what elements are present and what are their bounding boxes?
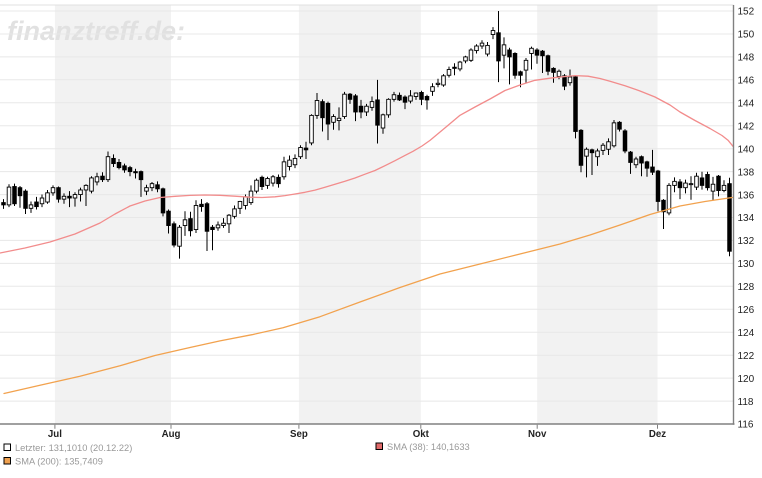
svg-text:Okt: Okt bbox=[413, 429, 430, 440]
svg-text:Letzter: 131,1010 (20.12.22): Letzter: 131,1010 (20.12.22) bbox=[15, 443, 132, 453]
svg-text:144: 144 bbox=[738, 99, 755, 110]
svg-text:finanztreff.de:: finanztreff.de: bbox=[7, 16, 185, 46]
svg-text:138: 138 bbox=[738, 167, 755, 178]
svg-text:132: 132 bbox=[738, 236, 755, 247]
svg-text:Aug: Aug bbox=[162, 429, 181, 440]
svg-text:116: 116 bbox=[738, 420, 754, 431]
svg-text:SMA (38): 140,1633: SMA (38): 140,1633 bbox=[387, 442, 470, 452]
svg-text:Nov: Nov bbox=[528, 429, 547, 440]
svg-text:SMA (200): 135,7409: SMA (200): 135,7409 bbox=[15, 457, 103, 467]
svg-text:146: 146 bbox=[738, 76, 755, 87]
svg-text:130: 130 bbox=[738, 259, 755, 270]
svg-text:Sep: Sep bbox=[290, 429, 308, 440]
svg-text:118: 118 bbox=[738, 397, 754, 408]
svg-text:148: 148 bbox=[738, 53, 755, 64]
svg-text:128: 128 bbox=[738, 282, 755, 293]
svg-text:Jul: Jul bbox=[48, 429, 62, 440]
svg-text:136: 136 bbox=[738, 190, 755, 201]
svg-text:124: 124 bbox=[738, 328, 755, 339]
svg-text:120: 120 bbox=[738, 374, 755, 385]
svg-text:126: 126 bbox=[738, 305, 755, 316]
svg-text:134: 134 bbox=[738, 213, 755, 224]
svg-text:140: 140 bbox=[738, 144, 755, 155]
svg-text:150: 150 bbox=[738, 30, 755, 41]
svg-text:Dez: Dez bbox=[649, 429, 666, 440]
svg-text:122: 122 bbox=[738, 351, 755, 362]
svg-text:152: 152 bbox=[738, 7, 755, 18]
svg-text:142: 142 bbox=[738, 121, 755, 132]
